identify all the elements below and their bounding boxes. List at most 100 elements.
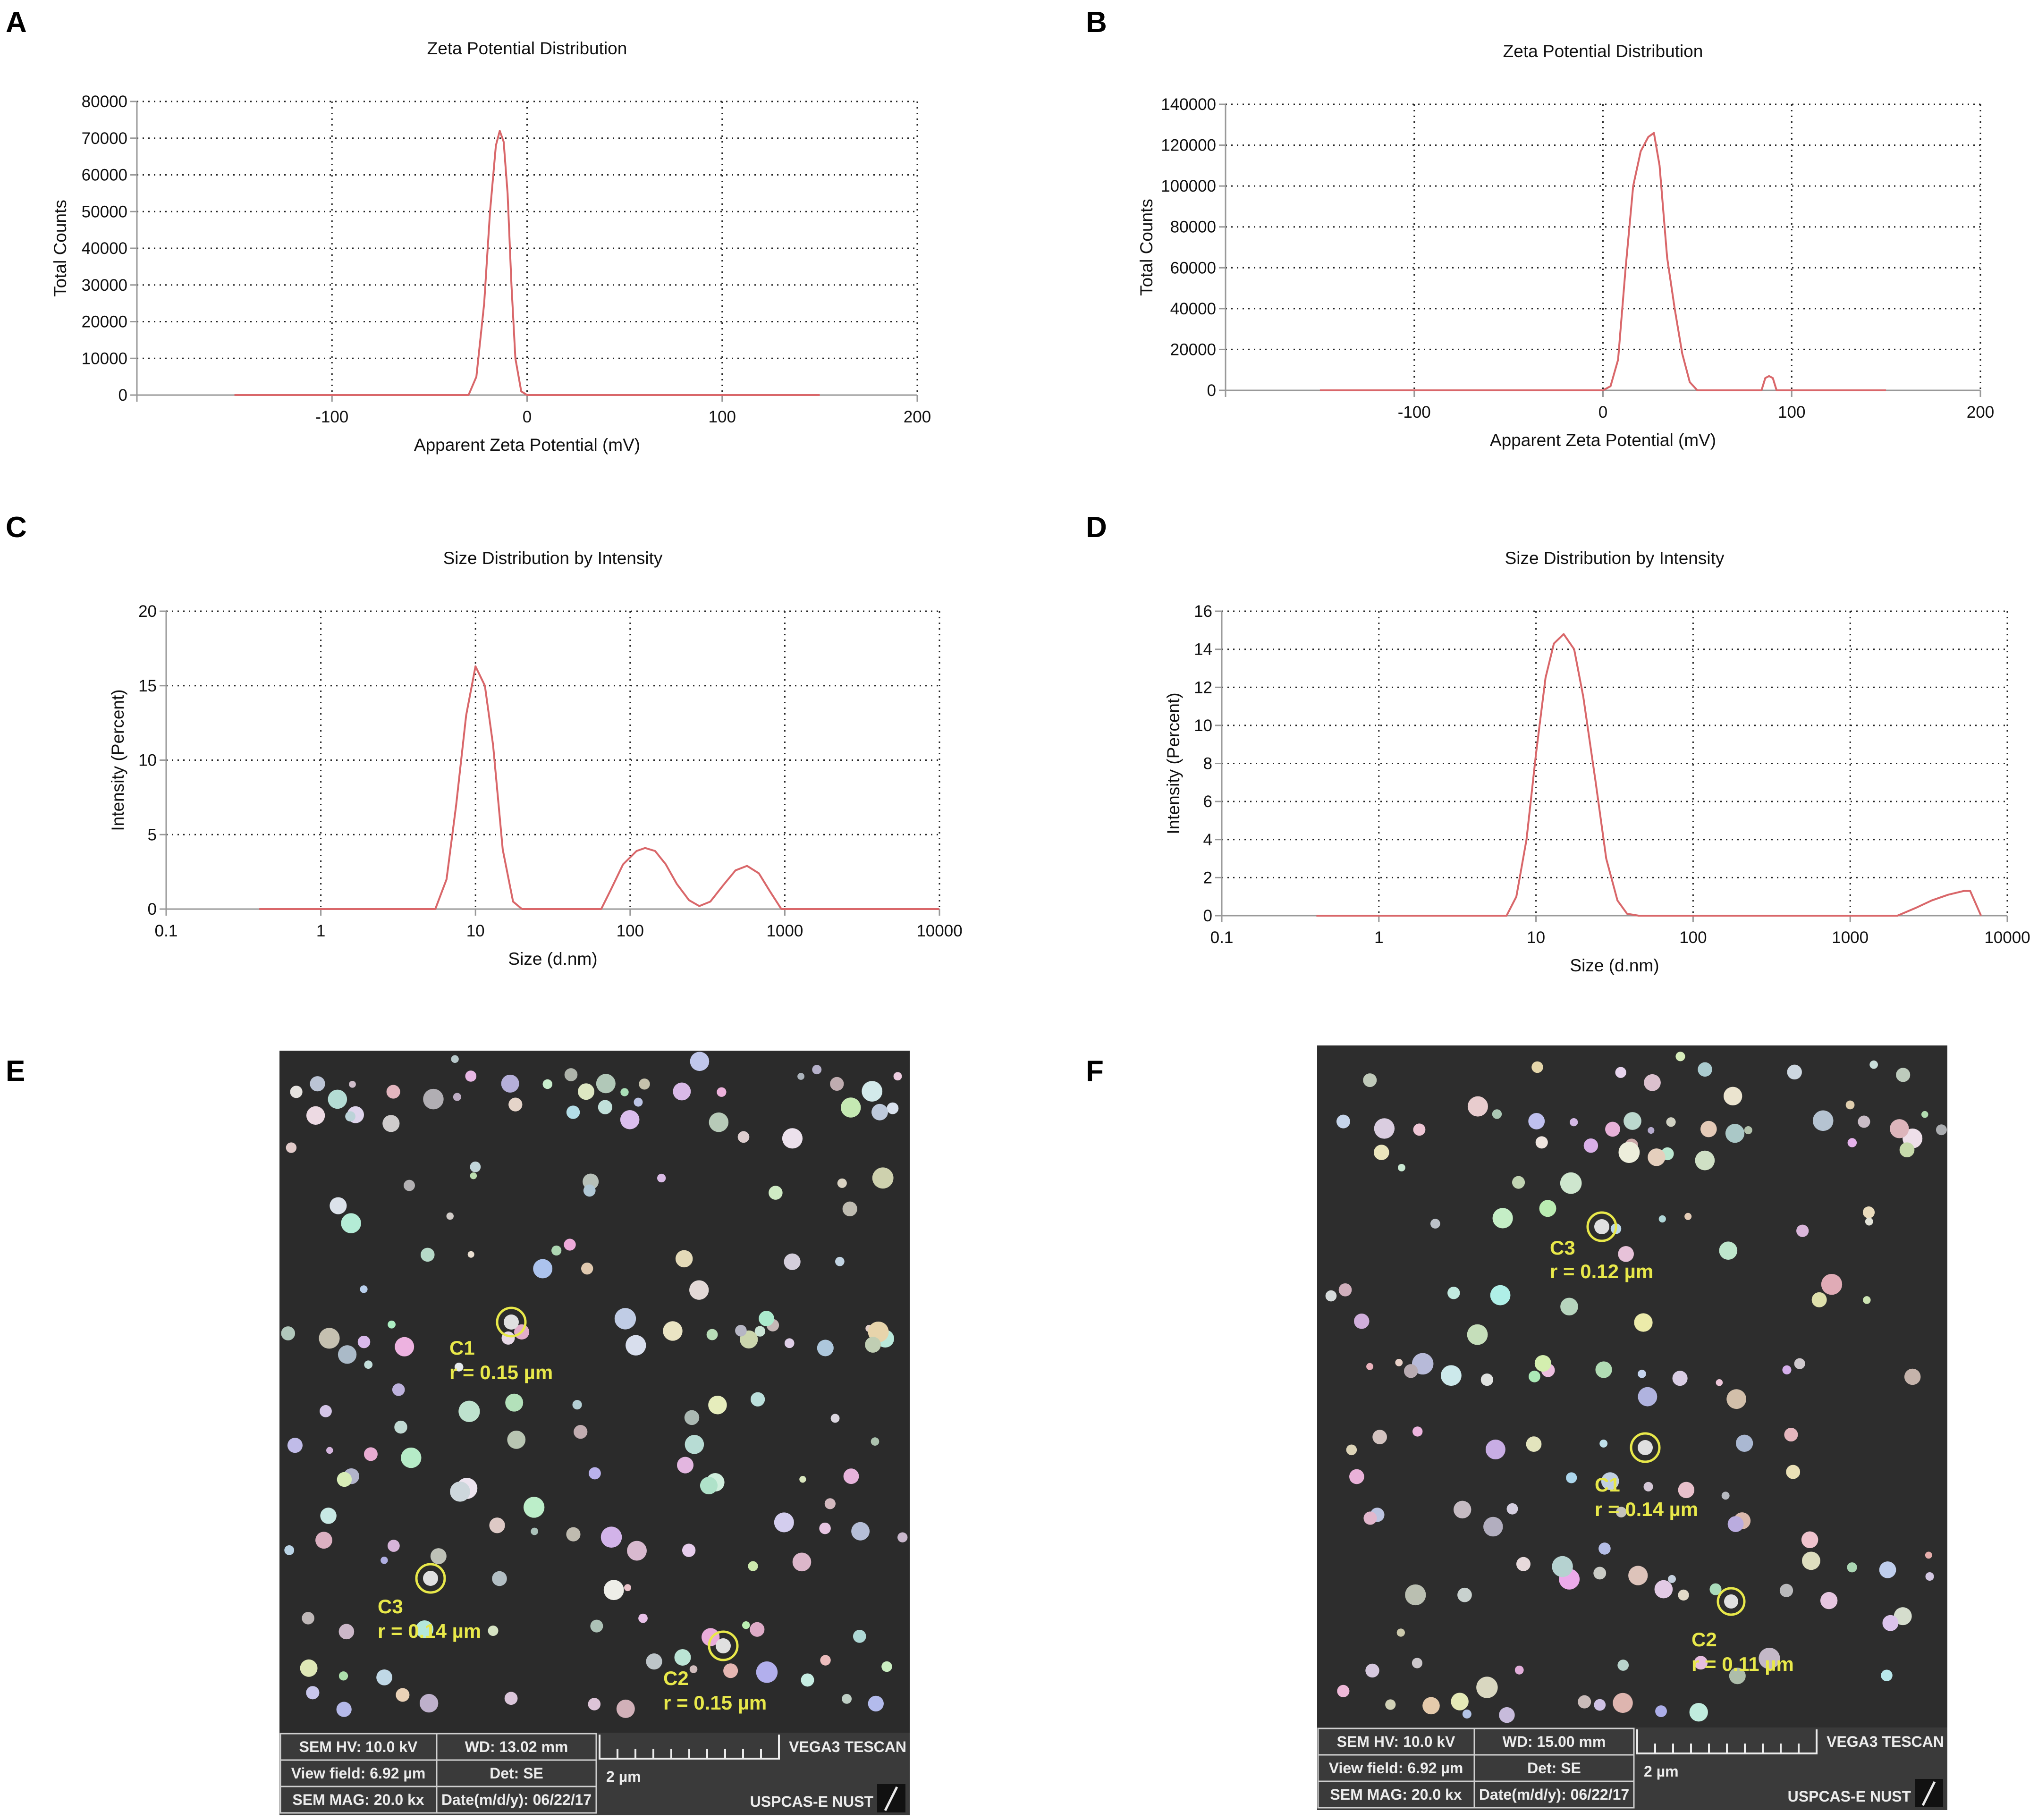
particle xyxy=(871,1437,879,1446)
particle xyxy=(589,1467,601,1480)
particle xyxy=(663,1321,683,1341)
particle xyxy=(1787,1064,1802,1080)
particle xyxy=(1560,1172,1582,1194)
particle xyxy=(1480,1373,1493,1386)
y-tick-label: 100000 xyxy=(1161,177,1216,195)
particle xyxy=(1628,1566,1648,1585)
x-tick-label: 200 xyxy=(1967,403,1994,421)
sem-particles xyxy=(281,1052,908,1718)
x-tick-label: 10 xyxy=(1527,928,1545,947)
particle xyxy=(531,1527,538,1535)
y-tick-label: 0 xyxy=(1203,907,1212,925)
particle xyxy=(1451,1693,1469,1710)
particle xyxy=(394,1420,407,1434)
particle xyxy=(1672,1371,1688,1386)
particle xyxy=(750,1622,765,1637)
y-tick-label: 80000 xyxy=(1170,218,1216,236)
particle xyxy=(423,1088,444,1110)
particle xyxy=(1613,1693,1633,1713)
particle xyxy=(881,1661,892,1672)
particle xyxy=(1802,1551,1820,1570)
particle xyxy=(598,1100,612,1114)
annotation-c3: C3 r = 0.12 µm xyxy=(1550,1211,1653,1282)
y-tick-label: 0 xyxy=(1207,381,1216,400)
particle xyxy=(1534,1355,1551,1372)
particle xyxy=(1890,1119,1909,1138)
annotation-c1: C1 r = 0.15 µm xyxy=(449,1306,553,1383)
panel-letter-f: F xyxy=(1086,1055,1104,1087)
y-tick-label: 10 xyxy=(1194,716,1212,735)
particle xyxy=(824,1498,836,1509)
annotation-label: C2 xyxy=(663,1667,689,1689)
particle xyxy=(723,1663,738,1678)
particle xyxy=(1865,1217,1873,1226)
particle xyxy=(1847,1138,1857,1147)
particle xyxy=(754,1326,766,1337)
sem-det: Det: SE xyxy=(1527,1760,1581,1777)
particle xyxy=(1782,1365,1792,1374)
chart-title: Size Distribution by Intensity xyxy=(443,548,663,568)
particle xyxy=(583,1184,596,1197)
particle xyxy=(281,1326,296,1340)
particle xyxy=(784,1253,801,1270)
particle xyxy=(1858,1115,1870,1128)
particle xyxy=(708,1396,727,1415)
particle xyxy=(1506,1503,1518,1515)
particle xyxy=(306,1686,320,1700)
particle xyxy=(756,1661,778,1683)
x-tick-label: -100 xyxy=(1398,403,1431,421)
particle xyxy=(1412,1426,1423,1437)
particle xyxy=(830,1414,840,1423)
particle xyxy=(690,1052,710,1071)
particle xyxy=(564,1068,578,1081)
particle xyxy=(430,1548,447,1565)
particle xyxy=(742,1621,750,1629)
particle xyxy=(465,1070,477,1082)
particle xyxy=(590,1619,603,1633)
sem-org: USPCAS-E NUST xyxy=(1788,1788,1911,1805)
particle xyxy=(1422,1697,1440,1715)
y-tick-label: 30000 xyxy=(82,276,127,295)
particle xyxy=(801,1673,814,1687)
particle xyxy=(564,1239,576,1251)
particle xyxy=(1395,1358,1403,1366)
particle xyxy=(420,1247,435,1262)
y-tick-label: 0 xyxy=(118,386,127,404)
particle xyxy=(835,1256,845,1266)
particle xyxy=(338,1624,355,1640)
particle xyxy=(1936,1124,1947,1136)
particle xyxy=(1801,1531,1818,1549)
particle xyxy=(1492,1109,1502,1119)
particle xyxy=(1879,1561,1896,1578)
particle xyxy=(1593,1567,1607,1580)
particle xyxy=(1413,1123,1426,1136)
annotation-label: C1 xyxy=(1595,1474,1620,1496)
particle xyxy=(1925,1572,1934,1581)
particle xyxy=(341,1213,361,1233)
y-axis-label: Intensity (Percent) xyxy=(1164,692,1183,834)
particle xyxy=(533,1259,553,1279)
y-tick-label: 60000 xyxy=(1170,259,1216,277)
particle xyxy=(634,1097,643,1107)
particle xyxy=(1666,1117,1676,1127)
particle xyxy=(396,1688,410,1702)
particle xyxy=(1648,1148,1666,1166)
particle xyxy=(1634,1313,1653,1332)
x-tick-label: 0.1 xyxy=(155,922,178,940)
particle xyxy=(1531,1061,1543,1073)
particle xyxy=(685,1435,704,1454)
particle xyxy=(1716,1379,1723,1386)
particle xyxy=(1349,1469,1364,1484)
particle xyxy=(700,1476,718,1495)
particle xyxy=(646,1653,662,1670)
x-tick-label: 100 xyxy=(1679,928,1707,947)
x-tick-label: 1 xyxy=(316,922,325,940)
particle xyxy=(673,1082,691,1101)
particle xyxy=(1405,1584,1426,1606)
chart-a: 0 10000 20000 30000 40000 50000 60000 70000 8000… xyxy=(51,39,931,455)
sem-wd: WD: 13.02 mm xyxy=(465,1738,568,1755)
sem-info-bar: SEM HV: 10.0 kV WD: 15.00 mm View field:… xyxy=(1317,1727,1947,1810)
y-tick-label: 12 xyxy=(1194,678,1212,697)
x-tick-label: 100 xyxy=(617,922,644,940)
particle xyxy=(1719,1241,1738,1260)
